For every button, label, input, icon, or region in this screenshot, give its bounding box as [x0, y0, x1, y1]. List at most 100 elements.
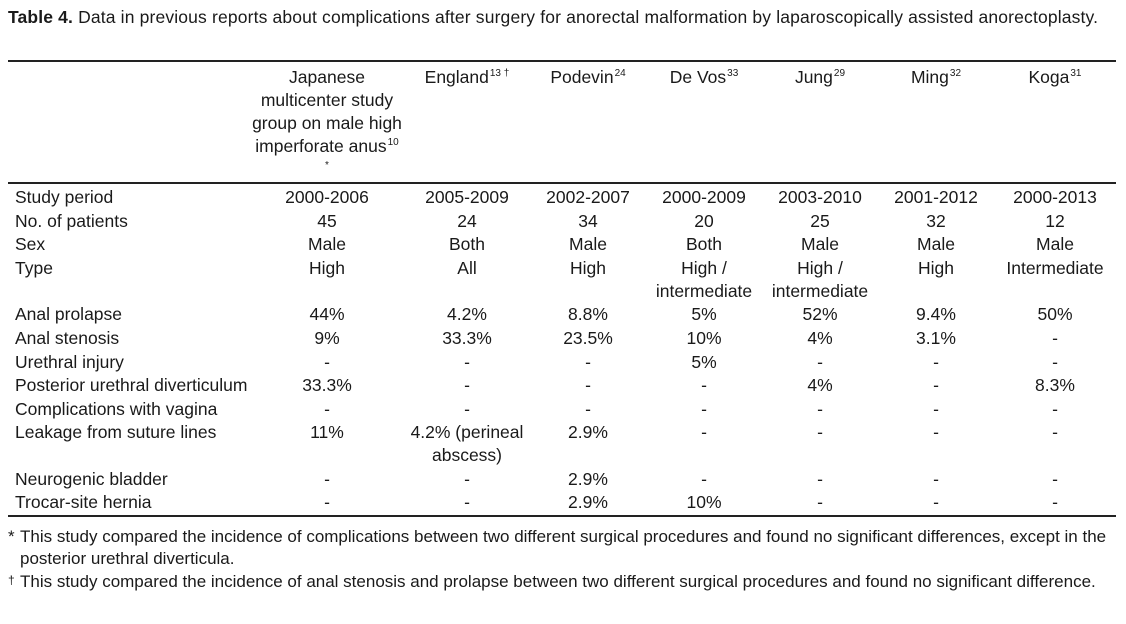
row-label: Trocar-site hernia — [15, 492, 152, 512]
table-cell: 25 — [810, 211, 830, 231]
table-cell: - — [1052, 352, 1058, 372]
row-label: Anal stenosis — [15, 328, 120, 348]
table-cell: 9.4% — [916, 304, 956, 324]
column-header-podevin: Podevin24 — [550, 67, 626, 87]
table-cell: - — [464, 375, 470, 395]
table-cell: 3.1% — [916, 328, 956, 348]
table-cell: 4% — [807, 328, 833, 348]
table-cell: 10% — [686, 328, 722, 348]
table-cell: - — [701, 422, 707, 442]
row-label: Leakage from suture lines — [15, 422, 217, 442]
table-cell: All — [457, 258, 477, 278]
table-cell: 2.9% — [568, 492, 608, 512]
table-cell: - — [464, 469, 470, 489]
column-header-ming: Ming32 — [910, 67, 962, 87]
table-cell: High — [918, 258, 954, 278]
table-cell: High / intermediate — [655, 258, 753, 301]
table-cell: Male — [308, 234, 346, 254]
row-label: No. of patients — [15, 211, 128, 231]
table-cell: 24 — [457, 211, 477, 231]
row-label: Posterior urethral diverticulum — [15, 375, 248, 395]
column-header-england: England13 † — [424, 67, 510, 87]
table-cell: 33.3% — [302, 375, 352, 395]
row-label: Anal prolapse — [15, 304, 123, 324]
table-cell: - — [817, 469, 823, 489]
table-cell: 2001-2012 — [894, 187, 978, 207]
table-cell: - — [585, 352, 591, 372]
table-cell: - — [933, 375, 939, 395]
table-cell: - — [464, 399, 470, 419]
table-cell: 2.9% — [568, 422, 608, 442]
table-cell: - — [585, 375, 591, 395]
footnote-asterisk: * This study compared the incidence of c… — [8, 526, 1116, 570]
table-cell: Male — [1036, 234, 1074, 254]
row-label: Study period — [15, 187, 114, 207]
table-cell: Both — [686, 234, 722, 254]
table-cell: 2.9% — [568, 469, 608, 489]
table-cell: 8.3% — [1035, 375, 1075, 395]
column-header-jung: Jung29 — [794, 67, 846, 87]
header-rule — [8, 182, 1116, 184]
table-cell: Male — [917, 234, 955, 254]
footnote-dagger: † This study compared the incidence of a… — [8, 571, 1116, 593]
table-cell: 2000-2006 — [285, 187, 369, 207]
table-cell: - — [464, 492, 470, 512]
table-cell: 4.2% (perineal abscess) — [410, 422, 524, 465]
table-cell: - — [324, 352, 330, 372]
table-cell: - — [933, 352, 939, 372]
reference-mark: 32 — [949, 68, 962, 79]
row-label: Sex — [15, 234, 46, 254]
table-cell: 8.8% — [568, 304, 608, 324]
footnote-text: This study compared the incidence of ana… — [20, 572, 1096, 591]
table-cell: 2000-2009 — [662, 187, 746, 207]
table-title: Data in previous reports about complicat… — [78, 7, 1099, 27]
table-cell: - — [1052, 492, 1058, 512]
table-cell: 44% — [309, 304, 345, 324]
table-cell: - — [701, 399, 707, 419]
reference-mark: 33 — [727, 68, 739, 79]
table-cell: 4% — [807, 375, 833, 395]
table-cell: 4.2% — [447, 304, 487, 324]
table-cell: 2003-2010 — [778, 187, 862, 207]
table-cell: - — [933, 469, 939, 489]
table-cell: 52% — [802, 304, 838, 324]
table-cell: 2000-2013 — [1013, 187, 1097, 207]
table-cell: - — [1052, 422, 1058, 442]
row-label: Complications with vagina — [15, 399, 218, 419]
table-cell: 2005-2009 — [425, 187, 509, 207]
table-cell: 5% — [691, 304, 717, 324]
row-label: Urethral injury — [15, 352, 124, 372]
reference-mark: 24 — [614, 68, 626, 79]
table-cell: - — [324, 492, 330, 512]
table-cell: Male — [801, 234, 839, 254]
footnote-text: This study compared the incidence of com… — [20, 527, 1107, 568]
footnote-mark: * — [8, 527, 15, 546]
table-cell: - — [933, 399, 939, 419]
table-cell: - — [585, 399, 591, 419]
table-cell: - — [1052, 399, 1058, 419]
table-cell: - — [324, 469, 330, 489]
table-cell: - — [464, 352, 470, 372]
reference-mark: 13 † — [489, 68, 510, 79]
footnote-mark: † — [8, 573, 15, 587]
reference-mark: 31 — [1070, 68, 1082, 79]
table-label: Table 4. — [8, 7, 74, 27]
table-cell: - — [701, 375, 707, 395]
table-cell: 5% — [691, 352, 717, 372]
table-cell: 12 — [1045, 211, 1065, 231]
table-cell: 10% — [686, 492, 722, 512]
table-cell: 20 — [694, 211, 714, 231]
table-cell: 9% — [314, 328, 340, 348]
table-cell: - — [817, 399, 823, 419]
table-cell: - — [817, 492, 823, 512]
column-header-japanese-study: Japanese multicenter study group on male… — [252, 67, 402, 171]
table-caption: Table 4. Data in previous reports about … — [8, 6, 1116, 28]
table-cell: 32 — [926, 211, 946, 231]
table-cell: 23.5% — [563, 328, 613, 348]
table-cell: 33.3% — [442, 328, 492, 348]
table-cell: High — [570, 258, 606, 278]
table-cell: - — [1052, 328, 1058, 348]
table-cell: - — [1052, 469, 1058, 489]
table-cell: 50% — [1037, 304, 1073, 324]
table-cell: 34 — [578, 211, 598, 231]
